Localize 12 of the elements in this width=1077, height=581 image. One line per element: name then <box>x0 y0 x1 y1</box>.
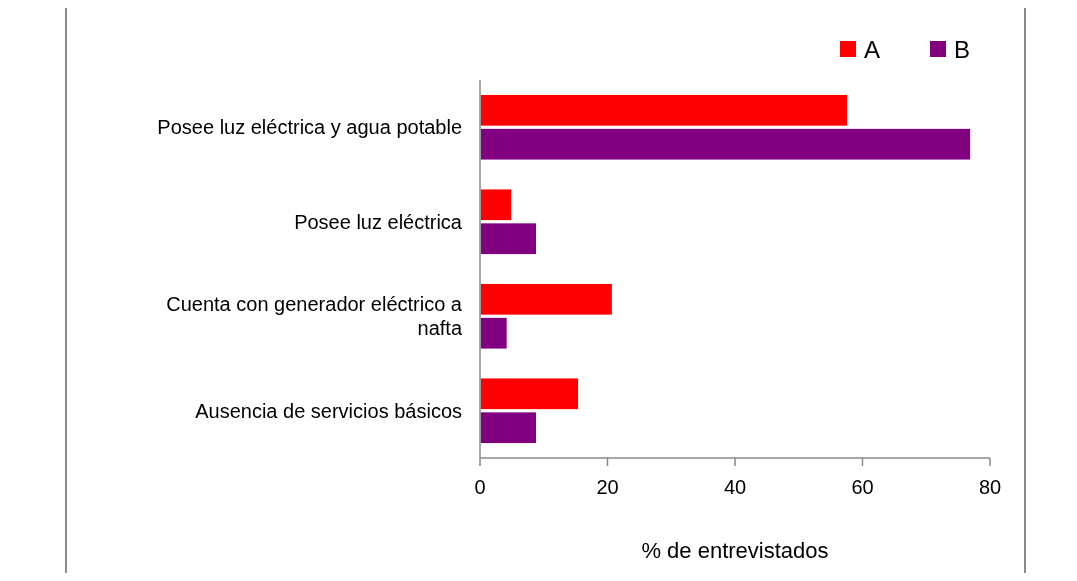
legend-label: A <box>864 36 881 63</box>
legend-label: B <box>954 36 971 63</box>
y-tick-label: Cuenta con generador eléctrico a nafta <box>166 293 463 340</box>
x-axis-title: % de entrevistados <box>641 538 829 563</box>
x-tick-label: 0 <box>474 476 486 498</box>
x-tick-label: 60 <box>851 476 874 498</box>
x-tick-label: 40 <box>723 476 747 498</box>
y-tick-label: Posee luz eléctrica y agua potable <box>157 116 462 139</box>
y-tick-label: Posee luz eléctrica <box>294 210 463 233</box>
x-tick-label: 80 <box>978 476 1002 498</box>
x-tick-label: 20 <box>596 476 619 498</box>
y-tick-label: Ausencia de servicios básicos <box>195 399 462 422</box>
